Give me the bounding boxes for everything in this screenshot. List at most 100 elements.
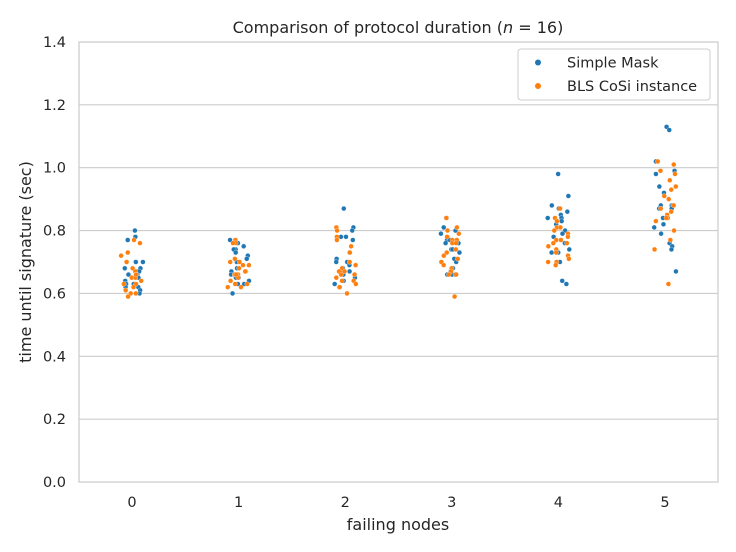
point-bls-cosi xyxy=(658,206,664,212)
point-bls-cosi xyxy=(124,259,130,265)
point-bls-cosi xyxy=(233,272,239,278)
point-bls-cosi xyxy=(671,162,677,168)
point-bls-cosi xyxy=(661,193,667,199)
point-bls-cosi xyxy=(240,262,246,268)
point-bls-cosi xyxy=(334,228,340,234)
point-bls-cosi xyxy=(663,215,669,221)
point-simple-mask xyxy=(441,224,447,230)
point-simple-mask xyxy=(227,237,233,243)
point-bls-cosi xyxy=(551,228,557,234)
point-simple-mask xyxy=(555,171,561,177)
legend-label-simple-mask: Simple Mask xyxy=(567,56,659,72)
point-bls-cosi xyxy=(673,184,679,190)
x-tick-label: 3 xyxy=(447,495,456,511)
point-simple-mask xyxy=(559,231,566,237)
x-tick-label: 2 xyxy=(341,495,350,511)
point-simple-mask xyxy=(559,218,565,224)
x-tick-label: 5 xyxy=(660,495,669,511)
point-simple-mask xyxy=(233,250,239,256)
point-bls-cosi xyxy=(453,272,459,278)
point-bls-cosi xyxy=(668,209,674,215)
point-bls-cosi xyxy=(227,259,233,265)
point-bls-cosi xyxy=(444,228,451,234)
point-simple-mask xyxy=(673,268,679,274)
point-bls-cosi xyxy=(671,228,677,234)
point-simple-mask xyxy=(333,259,339,265)
y-tick-label: 0.8 xyxy=(43,224,66,240)
point-bls-cosi xyxy=(236,265,242,271)
point-simple-mask xyxy=(660,221,667,227)
point-bls-cosi xyxy=(125,294,131,300)
point-bls-cosi xyxy=(228,278,234,284)
point-simple-mask xyxy=(343,234,349,240)
point-simple-mask xyxy=(125,237,131,243)
point-bls-cosi xyxy=(443,215,449,221)
point-bls-cosi xyxy=(553,250,559,256)
point-bls-cosi xyxy=(666,196,672,202)
point-simple-mask xyxy=(456,250,463,256)
y-tick-label: 0.4 xyxy=(43,349,66,365)
point-bls-cosi xyxy=(455,256,461,262)
point-bls-cosi xyxy=(444,234,450,240)
legend-marker-bls-cosi xyxy=(535,83,541,89)
point-bls-cosi xyxy=(545,243,551,249)
point-simple-mask xyxy=(545,215,551,221)
point-bls-cosi xyxy=(553,262,559,268)
point-bls-cosi xyxy=(453,240,459,246)
point-bls-cosi xyxy=(232,256,238,262)
point-simple-mask xyxy=(565,193,571,199)
point-bls-cosi xyxy=(348,243,354,249)
point-bls-cosi xyxy=(565,234,571,240)
point-bls-cosi xyxy=(232,281,238,287)
point-simple-mask xyxy=(564,209,570,215)
point-bls-cosi xyxy=(667,177,673,183)
legend-label-bls-cosi: BLS CoSi instance xyxy=(567,79,697,95)
point-bls-cosi xyxy=(338,272,344,278)
y-tick-label: 0.2 xyxy=(43,412,66,428)
point-simple-mask xyxy=(563,281,569,287)
y-tick-label: 0.6 xyxy=(43,286,66,302)
point-simple-mask xyxy=(443,240,449,246)
point-bls-cosi xyxy=(238,284,244,290)
point-bls-cosi xyxy=(237,259,243,265)
point-bls-cosi xyxy=(550,240,556,246)
point-bls-cosi xyxy=(564,240,570,246)
point-bls-cosi xyxy=(668,187,674,193)
x-tick-label: 1 xyxy=(234,495,243,511)
point-bls-cosi xyxy=(444,250,450,256)
chart-title: Comparison of protocol duration (n = 16) xyxy=(233,18,564,37)
point-bls-cosi xyxy=(558,237,564,243)
point-bls-cosi xyxy=(344,290,350,296)
point-bls-cosi xyxy=(665,281,671,287)
point-bls-cosi xyxy=(334,237,340,243)
legend: Simple Mask BLS CoSi instance xyxy=(517,48,711,101)
point-bls-cosi xyxy=(121,281,127,287)
point-bls-cosi xyxy=(337,284,343,290)
point-bls-cosi xyxy=(137,240,143,246)
point-simple-mask xyxy=(133,259,139,265)
legend-box xyxy=(517,48,711,101)
point-bls-cosi xyxy=(230,240,236,246)
point-bls-cosi xyxy=(118,253,124,259)
x-axis-label: failing nodes xyxy=(347,515,449,534)
point-bls-cosi xyxy=(657,168,664,174)
point-bls-cosi xyxy=(133,290,139,296)
point-simple-mask xyxy=(666,127,672,133)
point-bls-cosi xyxy=(672,171,678,177)
point-bls-cosi xyxy=(342,268,348,274)
point-simple-mask xyxy=(549,250,555,256)
point-bls-cosi xyxy=(554,218,560,224)
point-simple-mask xyxy=(244,256,250,262)
point-simple-mask xyxy=(668,246,675,252)
point-bls-cosi xyxy=(453,246,459,252)
point-simple-mask xyxy=(653,171,659,177)
point-bls-cosi xyxy=(242,268,248,274)
point-bls-cosi xyxy=(353,281,359,287)
x-tick-label: 0 xyxy=(127,495,136,511)
point-bls-cosi xyxy=(655,158,661,164)
point-bls-cosi xyxy=(671,202,677,208)
point-bls-cosi xyxy=(452,294,458,300)
point-simple-mask xyxy=(349,228,355,234)
point-bls-cosi xyxy=(566,256,572,262)
point-bls-cosi xyxy=(545,259,551,265)
